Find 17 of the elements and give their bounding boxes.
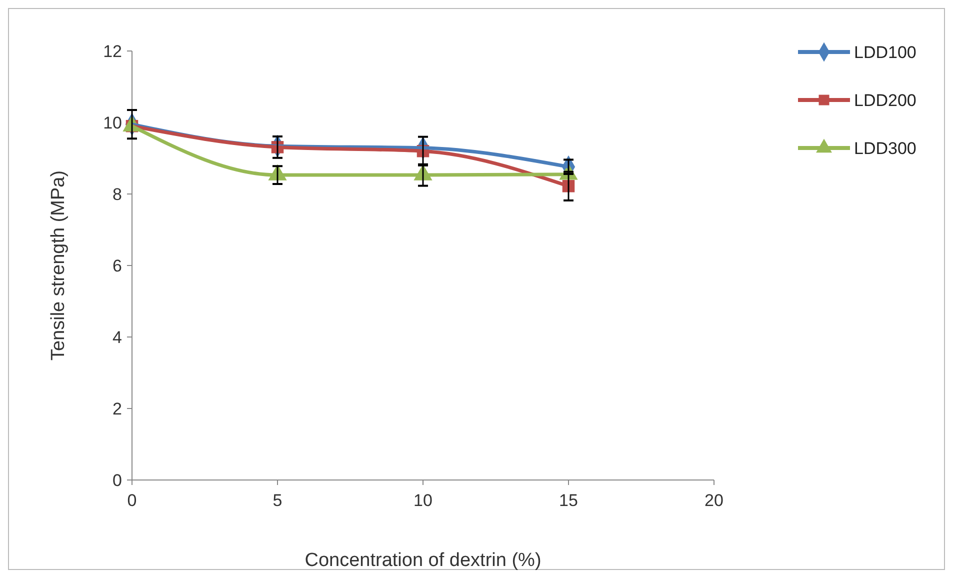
y-tick-label: 12 bbox=[103, 42, 122, 61]
x-tick-label: 0 bbox=[127, 491, 137, 510]
x-tick-label: 15 bbox=[559, 491, 578, 510]
y-tick-label: 10 bbox=[103, 113, 122, 132]
x-axis-title: Concentration of dextrin (%) bbox=[304, 550, 542, 571]
legend-label: LDD300 bbox=[854, 138, 916, 158]
y-tick-label: 4 bbox=[112, 328, 122, 347]
x-tick-label: 10 bbox=[414, 491, 432, 510]
x-tick-label: 5 bbox=[272, 491, 282, 510]
y-tick-label: 8 bbox=[112, 184, 122, 204]
y-tick-label: 0 bbox=[112, 470, 122, 490]
y-tick-label: 2 bbox=[112, 399, 122, 418]
legend-label: LDD100 bbox=[854, 42, 916, 62]
y-axis-title: Tensile strength (MPa) bbox=[48, 170, 69, 361]
y-tick-label: 6 bbox=[112, 256, 122, 276]
legend-label: LDD200 bbox=[854, 90, 916, 110]
x-tick-label: 20 bbox=[704, 491, 724, 510]
